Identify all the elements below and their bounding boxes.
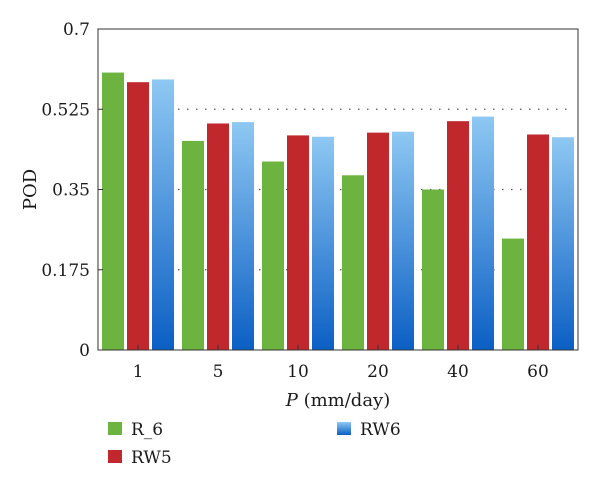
bar-rw6-20 [392,131,414,350]
y-axis-title: POD [20,169,41,210]
bar-rw5-40 [447,121,469,351]
x-tick-label: 5 [213,362,224,382]
bar-rw5-60 [527,134,549,350]
x-tick-label: 1 [133,362,144,382]
bar-rw6-40 [472,116,494,350]
x-tick-label: 60 [527,362,549,382]
legend-swatch-rw5 [108,450,122,463]
bars [102,72,574,351]
bar-r-6-40 [422,189,444,350]
bar-rw6-1 [152,79,174,350]
bar-r-6-20 [342,175,364,350]
x-axis-title: P (mm/day) [285,390,391,411]
y-tick-label: 0.175 [41,261,90,281]
bar-r-6-10 [262,161,284,350]
bar-rw6-60 [552,137,574,350]
x-axis-variable: P [285,390,299,411]
x-tick-label: 20 [367,362,389,382]
x-axis-unit: (mm/day) [298,390,390,411]
x-tick-label: 10 [287,362,309,382]
x-tick-label: 40 [447,362,469,382]
bar-r-6-60 [502,238,524,350]
y-tick-label: 0.35 [52,181,90,201]
legend: R_6 RW5 RW6 [108,420,401,468]
axis-ticks: 0 0.175 0.35 0.525 0.7 1 5 10 20 40 60 [41,20,548,382]
bar-r-6-5 [182,140,204,350]
bar-rw5-5 [207,123,229,350]
bar-rw5-20 [367,132,389,350]
legend-swatch-rw6 [337,422,351,435]
bar-r-6-1 [102,72,124,351]
bar-rw5-1 [127,82,149,351]
bar-rw5-10 [287,135,309,350]
y-tick-label: 0.525 [41,100,90,120]
legend-label-rw5: RW5 [131,448,172,468]
y-tick-label: 0.7 [63,20,90,40]
legend-swatch-r-6 [108,422,122,435]
y-tick-label: 0 [79,341,90,361]
legend-label-r-6: R_6 [131,420,163,440]
legend-label-rw6: RW6 [360,420,401,440]
bar-rw6-5 [232,122,254,350]
bar-rw6-10 [312,136,334,350]
